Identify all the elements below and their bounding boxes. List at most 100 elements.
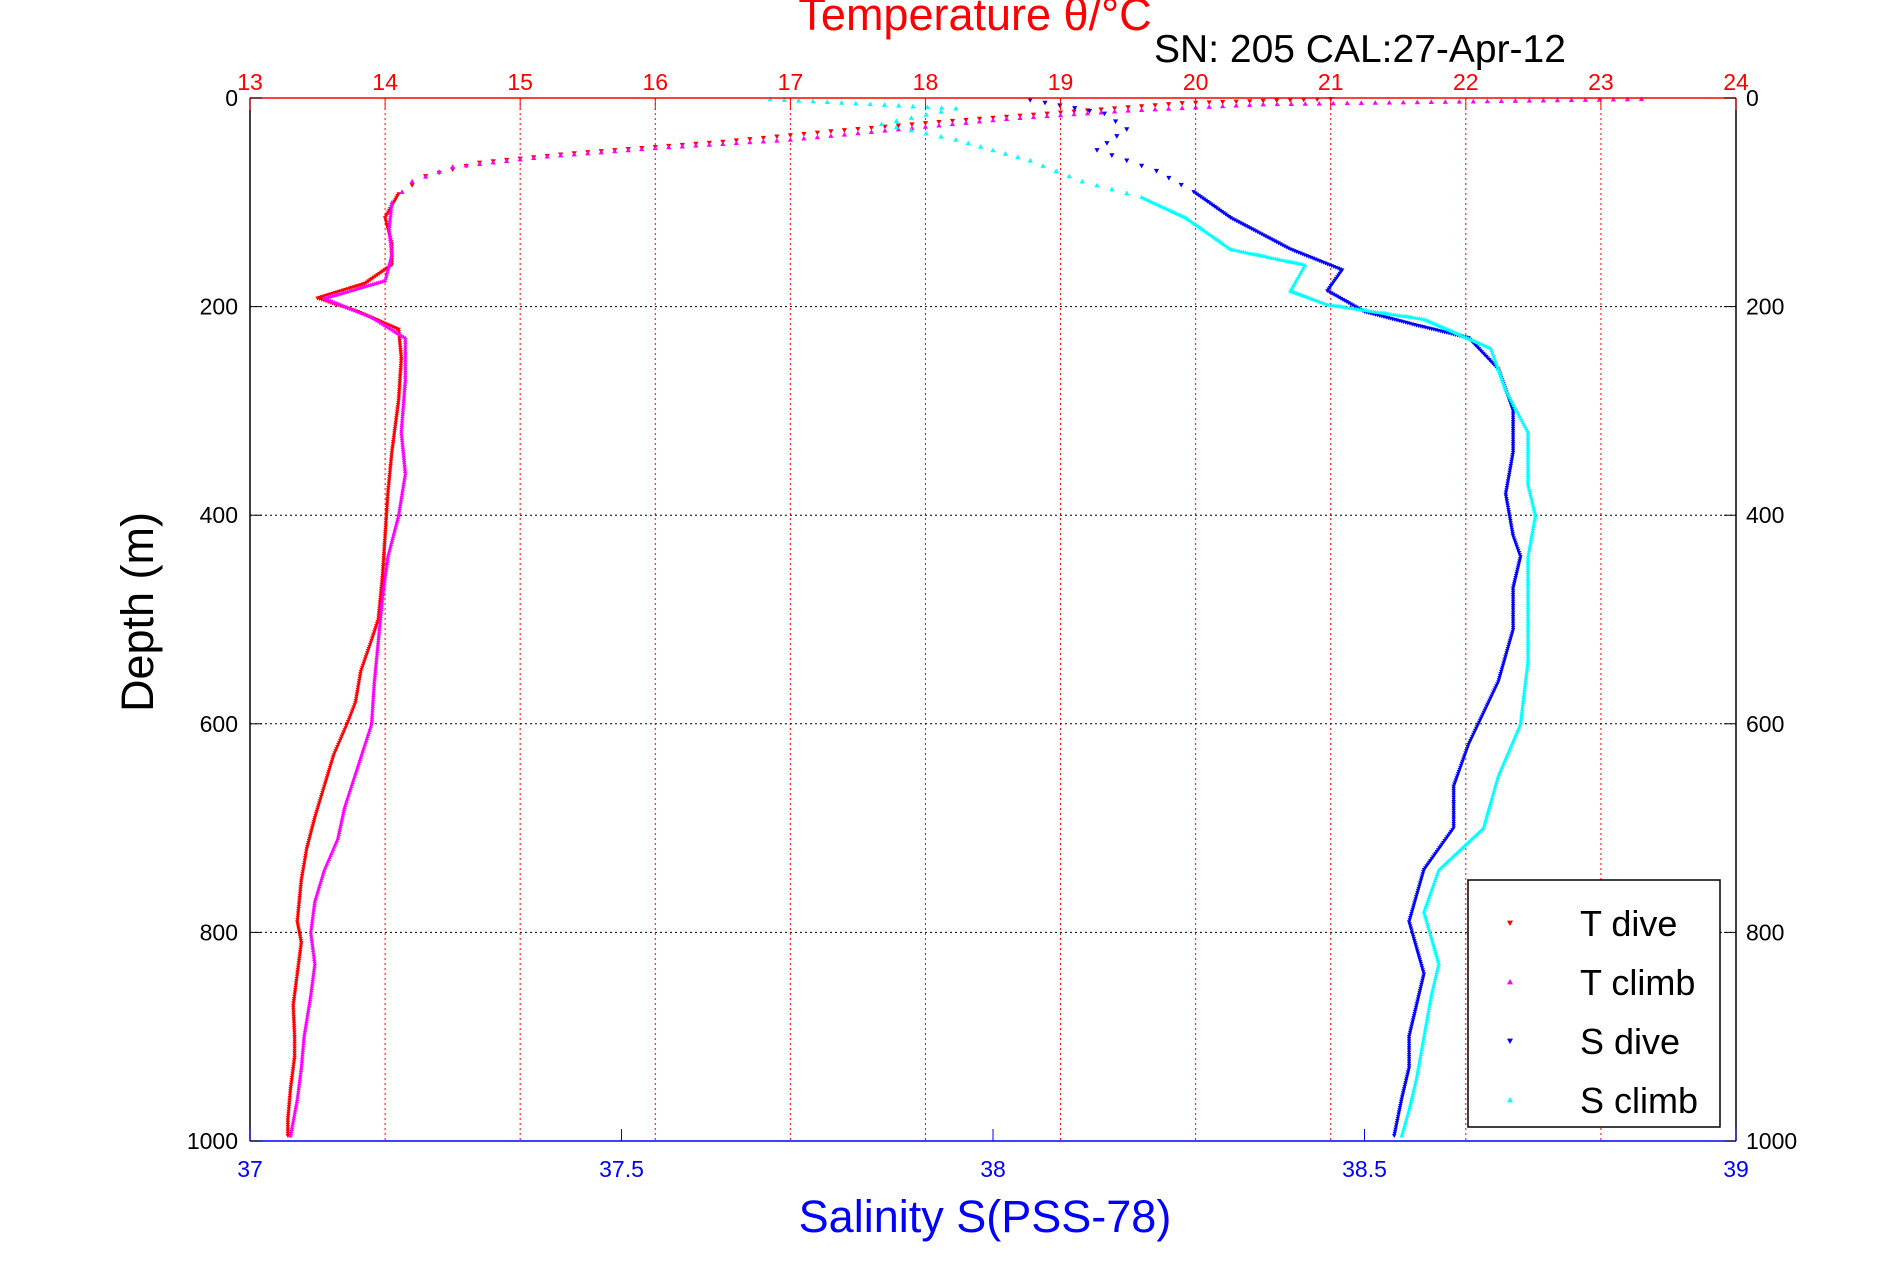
data-point	[1490, 792, 1496, 797]
series-s-dive	[1027, 98, 1523, 1138]
data-point	[1525, 433, 1531, 438]
data-point	[1481, 823, 1487, 828]
data-point	[349, 709, 355, 714]
data-point	[1417, 991, 1422, 996]
data-point	[296, 1085, 301, 1090]
data-point	[1152, 106, 1158, 112]
data-point	[373, 662, 379, 667]
data-point	[1233, 99, 1239, 105]
data-point	[1523, 680, 1528, 685]
data-point	[1525, 431, 1531, 436]
data-point	[1423, 915, 1428, 920]
data-point	[398, 499, 403, 504]
data-point	[403, 346, 408, 351]
data-point	[291, 1012, 296, 1017]
data-point	[386, 552, 391, 557]
data-point	[558, 152, 564, 158]
data-point	[384, 507, 389, 512]
data-point	[767, 96, 773, 102]
data-point	[293, 1107, 298, 1112]
data-point	[1400, 1131, 1405, 1136]
data-point	[1112, 119, 1119, 125]
data-point	[1456, 98, 1462, 104]
data-point	[372, 679, 377, 684]
data-point	[369, 715, 375, 719]
data-point	[340, 732, 345, 737]
data-point	[396, 510, 402, 515]
data-point	[298, 936, 303, 941]
data-point	[297, 956, 302, 961]
data-point	[1525, 623, 1531, 628]
data-point	[1482, 708, 1488, 713]
data-point	[310, 981, 315, 986]
data-point	[385, 499, 390, 504]
data-point	[337, 827, 342, 832]
data-point	[1415, 888, 1421, 893]
legend-label: T dive	[1580, 903, 1677, 944]
data-point	[380, 269, 386, 274]
data-point	[384, 220, 389, 225]
data-point	[298, 938, 304, 943]
data-point	[371, 275, 377, 280]
data-point	[334, 747, 339, 752]
data-point	[386, 483, 391, 488]
data-point	[309, 986, 314, 991]
data-point	[398, 352, 404, 357]
data-point	[288, 1131, 294, 1136]
series-t-dive	[285, 96, 1334, 1138]
data-point	[388, 542, 394, 547]
data-point	[376, 635, 381, 640]
data-point	[1526, 483, 1531, 488]
data-point	[1518, 719, 1523, 724]
data-point	[389, 540, 394, 545]
data-point	[381, 551, 387, 556]
data-point	[393, 422, 398, 427]
data-point	[387, 230, 392, 235]
data-point	[978, 144, 984, 149]
data-point	[381, 585, 387, 590]
data-point	[1414, 947, 1420, 952]
data-point	[1403, 1078, 1409, 1083]
data-point	[1413, 1007, 1418, 1012]
data-point	[295, 922, 300, 927]
data-point	[1491, 690, 1496, 695]
data-point	[384, 505, 390, 510]
data-point	[868, 129, 875, 134]
depth-tick-label-left: 400	[200, 502, 238, 528]
data-point	[295, 911, 301, 916]
data-point	[314, 809, 319, 814]
data-point	[1094, 148, 1100, 153]
data-point	[1512, 580, 1517, 585]
data-point	[288, 1082, 294, 1087]
data-point	[297, 932, 302, 937]
data-point	[296, 958, 302, 963]
data-point	[1482, 821, 1487, 826]
data-point	[1525, 609, 1531, 614]
data-point	[1403, 1118, 1409, 1123]
data-point	[1422, 911, 1427, 916]
data-point	[289, 1075, 295, 1080]
data-point	[1531, 523, 1536, 528]
data-point	[403, 366, 408, 371]
data-point	[392, 429, 397, 434]
data-point	[387, 234, 393, 239]
data-point	[1459, 761, 1465, 766]
data-point	[1515, 567, 1520, 572]
data-point	[393, 420, 398, 425]
data-point	[301, 865, 306, 870]
data-point	[310, 916, 315, 921]
data-point	[1516, 561, 1522, 566]
data-point	[1406, 1039, 1412, 1044]
data-point	[896, 102, 902, 108]
data-point	[327, 765, 333, 770]
data-point	[1492, 688, 1497, 693]
data-point	[1406, 1052, 1412, 1057]
data-point	[399, 431, 404, 436]
data-point	[1030, 114, 1037, 120]
data-point	[299, 1065, 304, 1070]
data-point	[399, 418, 405, 423]
data-point	[327, 767, 332, 772]
legend-label: T climb	[1580, 962, 1695, 1003]
data-point	[312, 901, 317, 906]
data-point	[1425, 923, 1431, 928]
